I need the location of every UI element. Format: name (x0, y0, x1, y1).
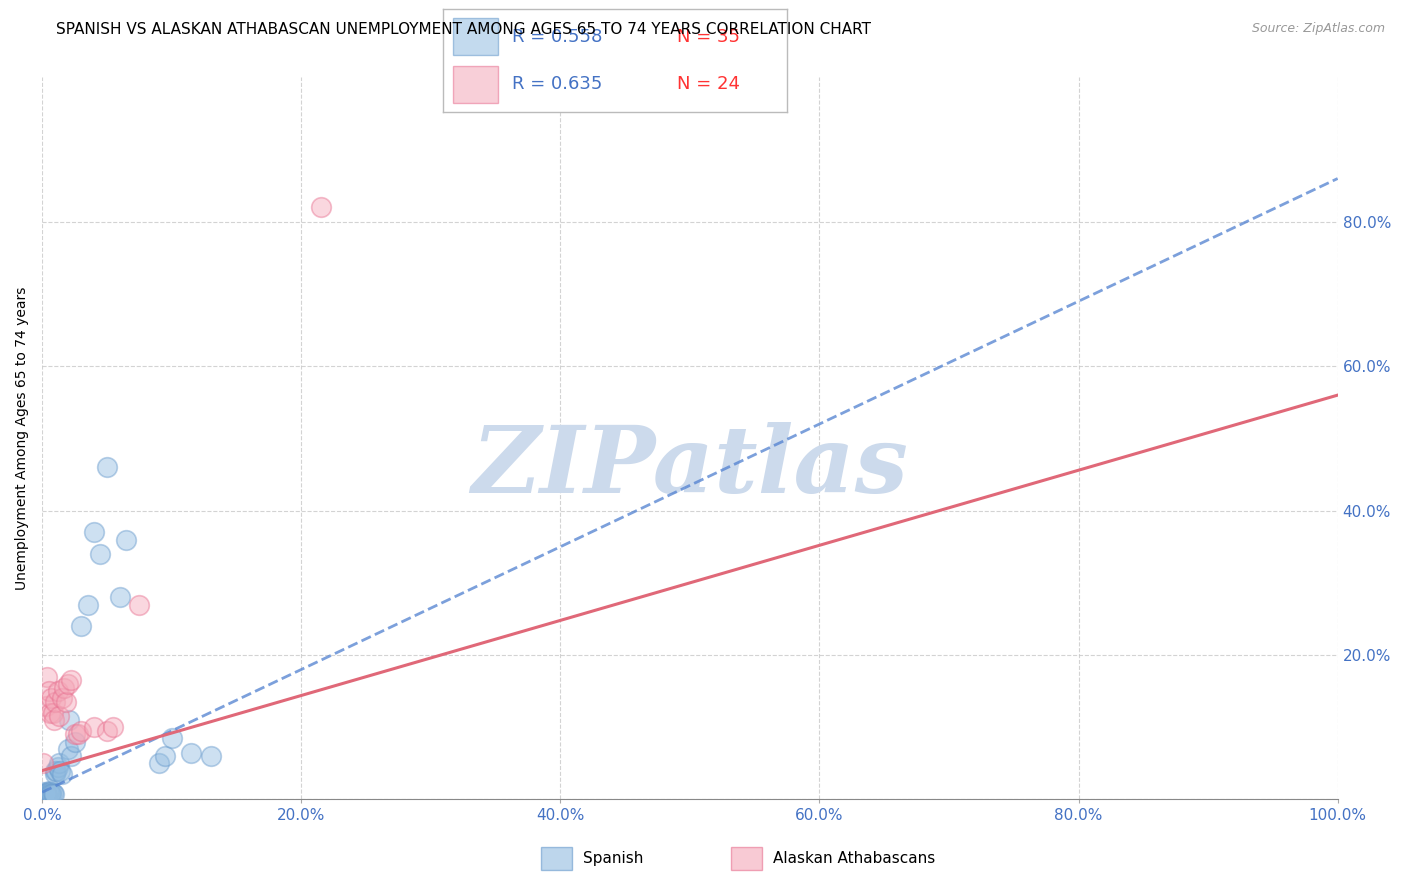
Point (37, 788, 59, 802)
Point (55, 695, 77, 709)
Point (48, 756, 70, 771)
Text: Alaskan Athabascans: Alaskan Athabascans (773, 851, 935, 866)
FancyBboxPatch shape (453, 18, 498, 55)
Point (56, 742, 79, 756)
Point (46, 684, 69, 698)
Point (180, 746, 202, 760)
Point (32, 756, 55, 771)
Point (37, 788, 59, 802)
FancyBboxPatch shape (453, 66, 498, 103)
Point (42, 787, 65, 801)
Point (115, 533, 138, 547)
Point (46, 760, 69, 774)
Text: Source: ZipAtlas.com: Source: ZipAtlas.com (1251, 22, 1385, 36)
Point (200, 749, 222, 764)
Point (45, 764, 67, 778)
Point (41, 786, 63, 800)
Point (76, 598, 98, 612)
Text: Spanish: Spanish (583, 851, 644, 866)
Point (309, 201, 332, 215)
Text: R = 0.558: R = 0.558 (512, 28, 602, 45)
Point (58, 713, 80, 727)
Point (32, 785, 55, 799)
Point (37, 670, 59, 684)
Point (34, 787, 56, 801)
Point (96, 460, 118, 475)
Point (128, 598, 150, 612)
Text: N = 35: N = 35 (678, 28, 740, 45)
Point (83, 720, 105, 734)
Point (51, 767, 73, 781)
Point (39, 787, 62, 801)
Point (160, 731, 183, 745)
Point (39, 706, 62, 720)
Point (155, 749, 177, 764)
Point (53, 681, 76, 695)
Point (59, 749, 82, 764)
Point (148, 756, 170, 771)
Point (59, 673, 82, 688)
Point (67, 727, 90, 741)
Point (38, 684, 60, 698)
Point (108, 591, 131, 605)
Point (41, 706, 63, 720)
Text: R = 0.635: R = 0.635 (512, 75, 602, 93)
Point (83, 525, 105, 540)
Y-axis label: Unemployment Among Ages 65 to 74 years: Unemployment Among Ages 65 to 74 years (15, 286, 30, 591)
Point (49, 764, 72, 778)
Point (44, 767, 66, 781)
Point (70, 619, 93, 633)
Point (63, 727, 86, 741)
Point (44, 764, 66, 778)
Point (39, 785, 62, 799)
Point (44, 695, 66, 709)
Point (39, 691, 62, 706)
Point (48, 709, 70, 723)
Text: N = 24: N = 24 (678, 75, 740, 93)
Point (38, 784, 60, 798)
Text: ZIPatlas: ZIPatlas (471, 422, 908, 512)
Point (96, 723, 118, 738)
Point (103, 720, 125, 734)
Point (56, 677, 79, 691)
Text: SPANISH VS ALASKAN ATHABASCAN UNEMPLOYMENT AMONG AGES 65 TO 74 YEARS CORRELATION: SPANISH VS ALASKAN ATHABASCAN UNEMPLOYME… (56, 22, 872, 37)
Point (51, 691, 73, 706)
Point (89, 547, 111, 561)
Point (70, 723, 93, 738)
Point (39, 788, 62, 802)
Point (35, 786, 58, 800)
Point (63, 734, 86, 748)
Point (35, 698, 58, 713)
Point (38, 785, 60, 799)
Point (42, 713, 65, 727)
